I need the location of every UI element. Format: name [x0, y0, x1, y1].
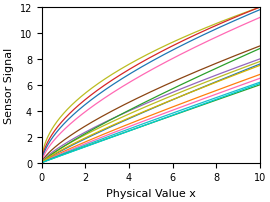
Y-axis label: Sensor Signal: Sensor Signal — [4, 47, 14, 123]
X-axis label: Physical Value x: Physical Value x — [106, 188, 196, 198]
